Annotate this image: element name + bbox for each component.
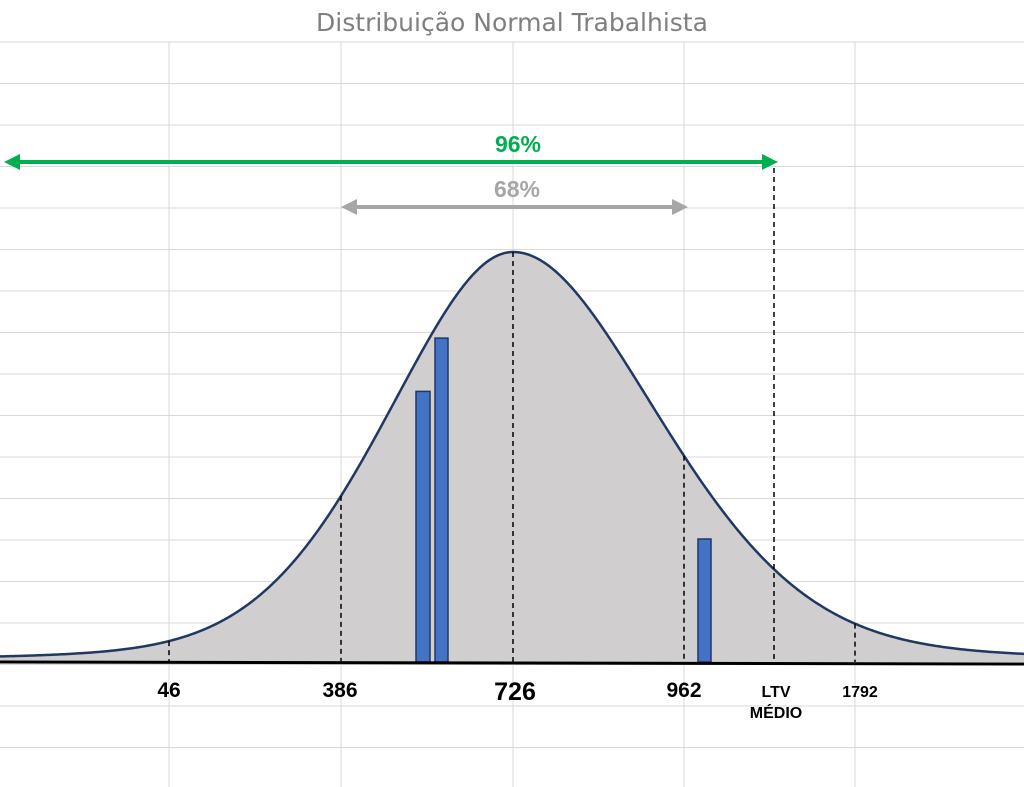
x-axis-line (0, 660, 1024, 666)
range-96-label: 96% (495, 131, 541, 157)
distribution-curve (0, 250, 1024, 658)
tick-label-386: 386 (322, 679, 357, 702)
range-68-label: 68% (494, 176, 540, 202)
tick-label-ltv-medio: LTV MÉDIO (750, 684, 802, 722)
x-tick-labels: 46 386 726 962 LTV MÉDIO 1792 (157, 678, 878, 722)
tick-label-726: 726 (494, 678, 536, 706)
reference-lines (168, 168, 856, 662)
distribution-area (0, 252, 1024, 662)
tick-label-1792: 1792 (842, 684, 878, 701)
tick-label-962: 962 (666, 679, 701, 702)
chart-title: Distribuição Normal Trabalhista (316, 8, 708, 37)
bar-group (415, 337, 712, 663)
range-arrows: 96% 68% (4, 131, 778, 215)
bar-2 (434, 337, 449, 663)
bar-3 (697, 538, 712, 663)
bar-1 (415, 390, 431, 663)
tick-label-46: 46 (157, 679, 180, 702)
